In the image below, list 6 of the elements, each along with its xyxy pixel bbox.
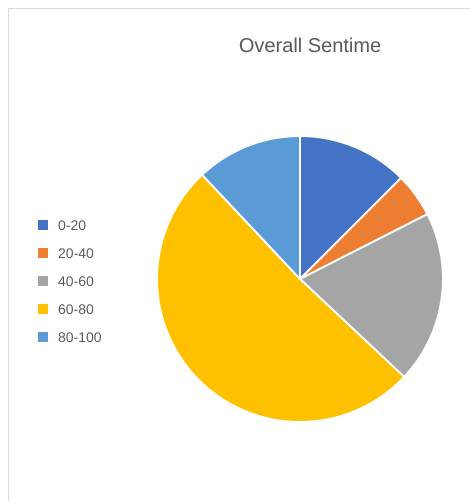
legend-label: 40-60: [58, 272, 94, 289]
legend-label: 0-20: [58, 216, 86, 233]
legend-label: 20-40: [58, 244, 94, 261]
chart-title: Overall Sentime: [238, 35, 382, 57]
legend-label: 80-100: [58, 328, 102, 345]
legend-label: 60-80: [58, 300, 94, 317]
